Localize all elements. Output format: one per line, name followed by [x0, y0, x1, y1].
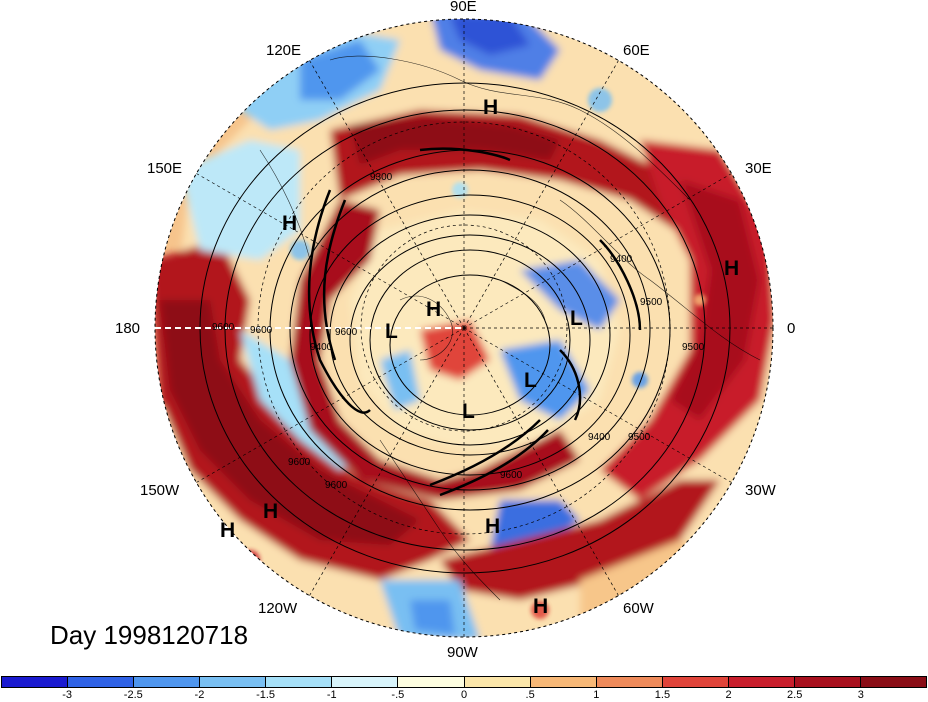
lon-label-60w: 60W: [623, 600, 654, 617]
lon-label-60e: 60E: [623, 42, 650, 59]
high-center: H: [282, 212, 297, 235]
high-center: H: [724, 257, 739, 280]
lon-label-180: 180: [115, 320, 141, 337]
high-center: H: [220, 519, 235, 542]
day-title: Day 1998120718: [50, 620, 249, 650]
low-center: L: [524, 369, 537, 392]
colorbar-tick-label: -1.5: [256, 689, 276, 701]
high-center: H: [483, 96, 498, 119]
contour-label: 9400: [310, 342, 333, 353]
colorbar-cell: [728, 677, 795, 687]
high-center: H: [485, 515, 500, 538]
colorbar-cell: [794, 677, 862, 687]
colorbar-cell: [332, 677, 399, 687]
graticule: [196, 19, 773, 637]
colorbar-cell: [200, 677, 267, 687]
low-center: L: [462, 400, 475, 423]
lon-label-120w: 120W: [258, 600, 298, 617]
contour-label: 9400: [588, 432, 611, 443]
contour-label: 9600: [335, 327, 358, 338]
contour-label: 9600: [500, 470, 523, 481]
low-center: L: [570, 307, 583, 330]
colorbar-tick-label: 2: [725, 689, 732, 701]
colorbar-tick-label: 1.5: [654, 689, 671, 701]
contour-labels: 9300 9400 9500 9600 9400 9500 9600 9600 …: [212, 172, 705, 491]
colorbar-cell: [2, 677, 69, 687]
colorbar-tick-label: 0: [460, 689, 468, 701]
pressure-centers: H H H H H H H H L L L L: [220, 96, 739, 618]
colorbar-tick-label: -3: [62, 689, 73, 701]
colorbar-tick-label: -.5: [391, 689, 405, 701]
colorbar-cell: [861, 677, 927, 687]
contour-label: 9500: [640, 297, 663, 308]
lon-label-150e: 150E: [147, 160, 183, 177]
colorbar-cell: [464, 677, 531, 687]
colorbar-cell: [134, 677, 201, 687]
coastlines: [259, 55, 761, 601]
lon-label-30e: 30E: [745, 160, 772, 177]
lon-label-120e: 120E: [266, 42, 302, 59]
contour-label: 9600: [212, 322, 235, 333]
lon-label-150w: 150W: [140, 482, 180, 499]
colorbar: [1, 676, 927, 688]
colorbar-tick-label: 3: [857, 689, 864, 701]
high-center: H: [263, 500, 278, 523]
contour-label: 9500: [628, 432, 651, 443]
contour-label: 9400: [610, 254, 633, 265]
colorbar-tick-label: -2: [194, 689, 205, 701]
low-center: L: [385, 320, 398, 343]
contour-label: 9600: [288, 457, 311, 468]
contour-label: 9600: [250, 325, 273, 336]
contour-label: 9300: [370, 172, 393, 183]
colorbar-cell: [398, 677, 465, 687]
contour-label: 9500: [682, 342, 705, 353]
high-center: H: [426, 298, 441, 321]
anomaly-field: [155, 19, 773, 637]
lon-label-90w: 90W: [447, 644, 478, 661]
colorbar-tick-label: 1: [593, 689, 600, 701]
colorbar-tick-label: 2.5: [787, 689, 803, 701]
high-center: H: [533, 595, 548, 618]
colorbar-tick-label: -1: [326, 689, 337, 701]
colorbar-tick-label: .5: [525, 689, 535, 701]
colorbar-cell: [596, 677, 663, 687]
lon-label-30w: 30W: [745, 482, 776, 499]
lon-label-0: 0: [787, 320, 796, 337]
colorbar-cell: [68, 677, 135, 687]
colorbar-tick-label: -2.5: [123, 689, 143, 701]
jet-contours: [307, 147, 642, 497]
lon-label-90e: 90E: [450, 0, 477, 15]
colorbar-cell: [266, 677, 333, 687]
contour-label: 9600: [325, 480, 348, 491]
colorbar-cell: [662, 677, 729, 687]
colorbar-cell: [530, 677, 597, 687]
